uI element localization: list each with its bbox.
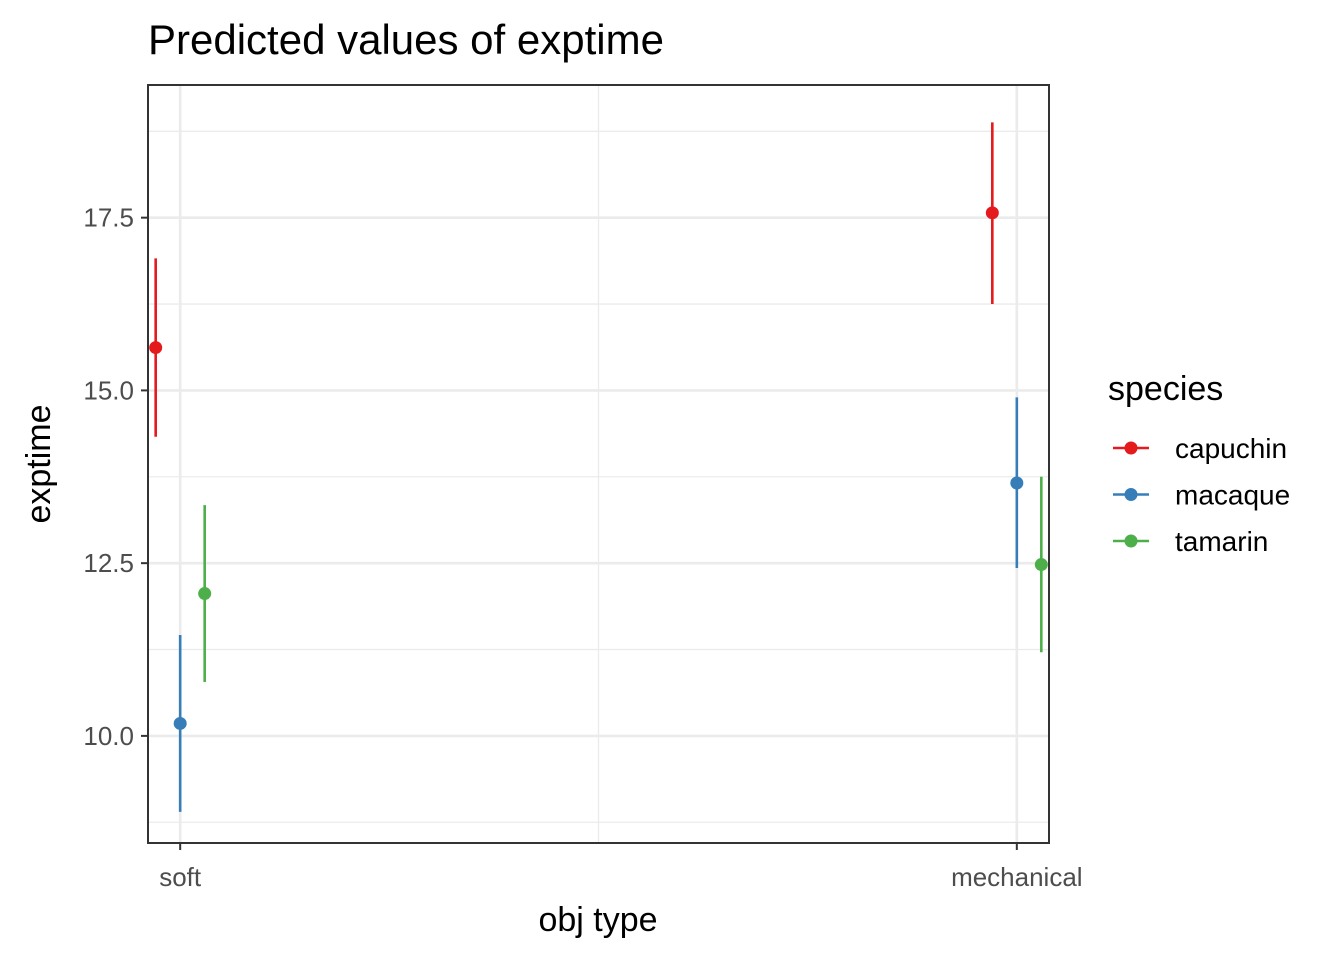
y-tick-label: 10.0 [83,721,134,751]
x-tick-label: soft [159,862,202,892]
y-tick-label: 17.5 [83,203,134,233]
legend-key-point [1124,534,1138,548]
point-macaque [1010,476,1024,490]
legend-key-point [1124,488,1138,501]
x-axis-ticks: soft mechanical [159,843,1083,892]
point-capuchin [149,341,163,355]
legend-label: tamarin [1175,526,1268,557]
plot-panel-border [147,84,1050,844]
legend: species capuchin macaque tamarin [1108,370,1290,557]
y-tick-label: 15.0 [83,375,134,405]
chart-title: Predicted values of exptime [148,16,664,63]
point-macaque [173,716,187,730]
point-tamarin [198,587,212,601]
point-capuchin [985,206,999,220]
legend-item-macaque: macaque [1113,480,1290,511]
legend-key-point [1124,441,1138,455]
grid-minor-lines [148,85,1049,843]
legend-title: species [1108,370,1223,408]
legend-items: capuchin macaque tamarin [1113,433,1290,557]
point-tamarin [1034,558,1048,572]
x-axis-title: obj type [538,901,657,939]
legend-item-tamarin: tamarin [1113,526,1268,557]
data-marks [149,122,1048,812]
legend-item-capuchin: capuchin [1113,433,1287,464]
y-axis-title: exptime [20,404,58,523]
legend-label: macaque [1175,480,1290,511]
legend-label: capuchin [1175,433,1287,464]
x-tick-label: mechanical [951,862,1083,892]
y-axis-ticks: 10.0 12.5 15.0 17.5 [83,203,148,751]
y-tick-label: 12.5 [83,548,134,578]
